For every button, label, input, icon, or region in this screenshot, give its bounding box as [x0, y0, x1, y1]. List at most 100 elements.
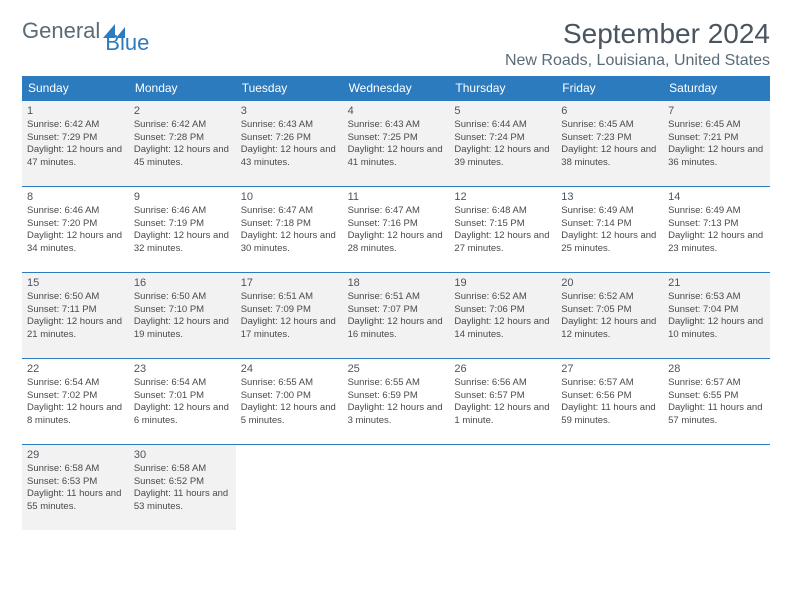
sunset-text: Sunset: 6:59 PM: [348, 390, 445, 403]
sunset-text: Sunset: 6:55 PM: [668, 390, 765, 403]
day-number: 9: [134, 190, 231, 205]
sunrise-text: Sunrise: 6:51 AM: [348, 291, 445, 304]
sunset-text: Sunset: 7:01 PM: [134, 390, 231, 403]
calendar-cell: 8Sunrise: 6:46 AMSunset: 7:20 PMDaylight…: [22, 186, 129, 272]
sunset-text: Sunset: 6:52 PM: [134, 476, 231, 489]
day-number: 27: [561, 362, 658, 377]
daylight-text: Daylight: 12 hours and 41 minutes.: [348, 144, 445, 170]
calendar-cell: 28Sunrise: 6:57 AMSunset: 6:55 PMDayligh…: [663, 358, 770, 444]
sunset-text: Sunset: 7:25 PM: [348, 132, 445, 145]
calendar-cell: 16Sunrise: 6:50 AMSunset: 7:10 PMDayligh…: [129, 272, 236, 358]
daylight-text: Daylight: 12 hours and 27 minutes.: [454, 230, 551, 256]
sunset-text: Sunset: 7:13 PM: [668, 218, 765, 231]
calendar-cell: 6Sunrise: 6:45 AMSunset: 7:23 PMDaylight…: [556, 100, 663, 186]
sunset-text: Sunset: 7:14 PM: [561, 218, 658, 231]
daylight-text: Daylight: 11 hours and 59 minutes.: [561, 402, 658, 428]
sunset-text: Sunset: 7:05 PM: [561, 304, 658, 317]
sunrise-text: Sunrise: 6:54 AM: [27, 377, 124, 390]
calendar-grid: SundayMondayTuesdayWednesdayThursdayFrid…: [22, 76, 770, 530]
sunset-text: Sunset: 7:18 PM: [241, 218, 338, 231]
sunrise-text: Sunrise: 6:53 AM: [668, 291, 765, 304]
day-number: 13: [561, 190, 658, 205]
sunrise-text: Sunrise: 6:55 AM: [241, 377, 338, 390]
daylight-text: Daylight: 12 hours and 43 minutes.: [241, 144, 338, 170]
day-number: 22: [27, 362, 124, 377]
day-number: 4: [348, 104, 445, 119]
sunset-text: Sunset: 7:04 PM: [668, 304, 765, 317]
sunset-text: Sunset: 7:19 PM: [134, 218, 231, 231]
calendar-cell: 13Sunrise: 6:49 AMSunset: 7:14 PMDayligh…: [556, 186, 663, 272]
sunrise-text: Sunrise: 6:42 AM: [27, 119, 124, 132]
sunrise-text: Sunrise: 6:42 AM: [134, 119, 231, 132]
sunrise-text: Sunrise: 6:47 AM: [241, 205, 338, 218]
weekday-header: Tuesday: [236, 76, 343, 100]
daylight-text: Daylight: 12 hours and 30 minutes.: [241, 230, 338, 256]
sunrise-text: Sunrise: 6:56 AM: [454, 377, 551, 390]
weekday-header: Saturday: [663, 76, 770, 100]
calendar-cell-empty: [449, 444, 556, 530]
logo-text-blue: Blue: [105, 30, 149, 56]
logo-text-general: General: [22, 18, 100, 44]
calendar-cell: 14Sunrise: 6:49 AMSunset: 7:13 PMDayligh…: [663, 186, 770, 272]
calendar-cell: 2Sunrise: 6:42 AMSunset: 7:28 PMDaylight…: [129, 100, 236, 186]
daylight-text: Daylight: 12 hours and 38 minutes.: [561, 144, 658, 170]
day-number: 17: [241, 276, 338, 291]
daylight-text: Daylight: 11 hours and 57 minutes.: [668, 402, 765, 428]
calendar-cell: 23Sunrise: 6:54 AMSunset: 7:01 PMDayligh…: [129, 358, 236, 444]
daylight-text: Daylight: 12 hours and 8 minutes.: [27, 402, 124, 428]
sunrise-text: Sunrise: 6:46 AM: [27, 205, 124, 218]
day-number: 14: [668, 190, 765, 205]
weekday-header: Sunday: [22, 76, 129, 100]
day-number: 26: [454, 362, 551, 377]
sunrise-text: Sunrise: 6:45 AM: [668, 119, 765, 132]
day-number: 23: [134, 362, 231, 377]
calendar-cell: 11Sunrise: 6:47 AMSunset: 7:16 PMDayligh…: [343, 186, 450, 272]
header: General Blue September 2024 New Roads, L…: [22, 18, 770, 70]
day-number: 28: [668, 362, 765, 377]
daylight-text: Daylight: 11 hours and 53 minutes.: [134, 488, 231, 514]
daylight-text: Daylight: 12 hours and 45 minutes.: [134, 144, 231, 170]
title-block: September 2024 New Roads, Louisiana, Uni…: [505, 18, 770, 70]
sunset-text: Sunset: 7:15 PM: [454, 218, 551, 231]
daylight-text: Daylight: 12 hours and 17 minutes.: [241, 316, 338, 342]
daylight-text: Daylight: 12 hours and 19 minutes.: [134, 316, 231, 342]
day-number: 11: [348, 190, 445, 205]
sunset-text: Sunset: 7:06 PM: [454, 304, 551, 317]
sunrise-text: Sunrise: 6:58 AM: [27, 463, 124, 476]
daylight-text: Daylight: 12 hours and 12 minutes.: [561, 316, 658, 342]
sunrise-text: Sunrise: 6:45 AM: [561, 119, 658, 132]
day-number: 30: [134, 448, 231, 463]
calendar-cell: 22Sunrise: 6:54 AMSunset: 7:02 PMDayligh…: [22, 358, 129, 444]
day-number: 3: [241, 104, 338, 119]
weekday-header: Wednesday: [343, 76, 450, 100]
sunrise-text: Sunrise: 6:50 AM: [27, 291, 124, 304]
day-number: 29: [27, 448, 124, 463]
sunset-text: Sunset: 7:02 PM: [27, 390, 124, 403]
calendar-cell: 24Sunrise: 6:55 AMSunset: 7:00 PMDayligh…: [236, 358, 343, 444]
day-number: 24: [241, 362, 338, 377]
day-number: 19: [454, 276, 551, 291]
calendar-cell: 30Sunrise: 6:58 AMSunset: 6:52 PMDayligh…: [129, 444, 236, 530]
day-number: 5: [454, 104, 551, 119]
calendar-cell: 29Sunrise: 6:58 AMSunset: 6:53 PMDayligh…: [22, 444, 129, 530]
calendar-cell-empty: [556, 444, 663, 530]
sunset-text: Sunset: 7:00 PM: [241, 390, 338, 403]
calendar-cell: 5Sunrise: 6:44 AMSunset: 7:24 PMDaylight…: [449, 100, 556, 186]
sunset-text: Sunset: 7:10 PM: [134, 304, 231, 317]
daylight-text: Daylight: 12 hours and 10 minutes.: [668, 316, 765, 342]
calendar-cell: 27Sunrise: 6:57 AMSunset: 6:56 PMDayligh…: [556, 358, 663, 444]
calendar-cell: 19Sunrise: 6:52 AMSunset: 7:06 PMDayligh…: [449, 272, 556, 358]
sunrise-text: Sunrise: 6:52 AM: [561, 291, 658, 304]
location-subtitle: New Roads, Louisiana, United States: [505, 52, 770, 70]
daylight-text: Daylight: 12 hours and 28 minutes.: [348, 230, 445, 256]
sunset-text: Sunset: 7:20 PM: [27, 218, 124, 231]
sunrise-text: Sunrise: 6:58 AM: [134, 463, 231, 476]
daylight-text: Daylight: 12 hours and 47 minutes.: [27, 144, 124, 170]
logo: General Blue: [22, 18, 169, 44]
sunrise-text: Sunrise: 6:54 AM: [134, 377, 231, 390]
daylight-text: Daylight: 12 hours and 34 minutes.: [27, 230, 124, 256]
calendar-cell: 9Sunrise: 6:46 AMSunset: 7:19 PMDaylight…: [129, 186, 236, 272]
day-number: 7: [668, 104, 765, 119]
sunrise-text: Sunrise: 6:44 AM: [454, 119, 551, 132]
daylight-text: Daylight: 11 hours and 55 minutes.: [27, 488, 124, 514]
